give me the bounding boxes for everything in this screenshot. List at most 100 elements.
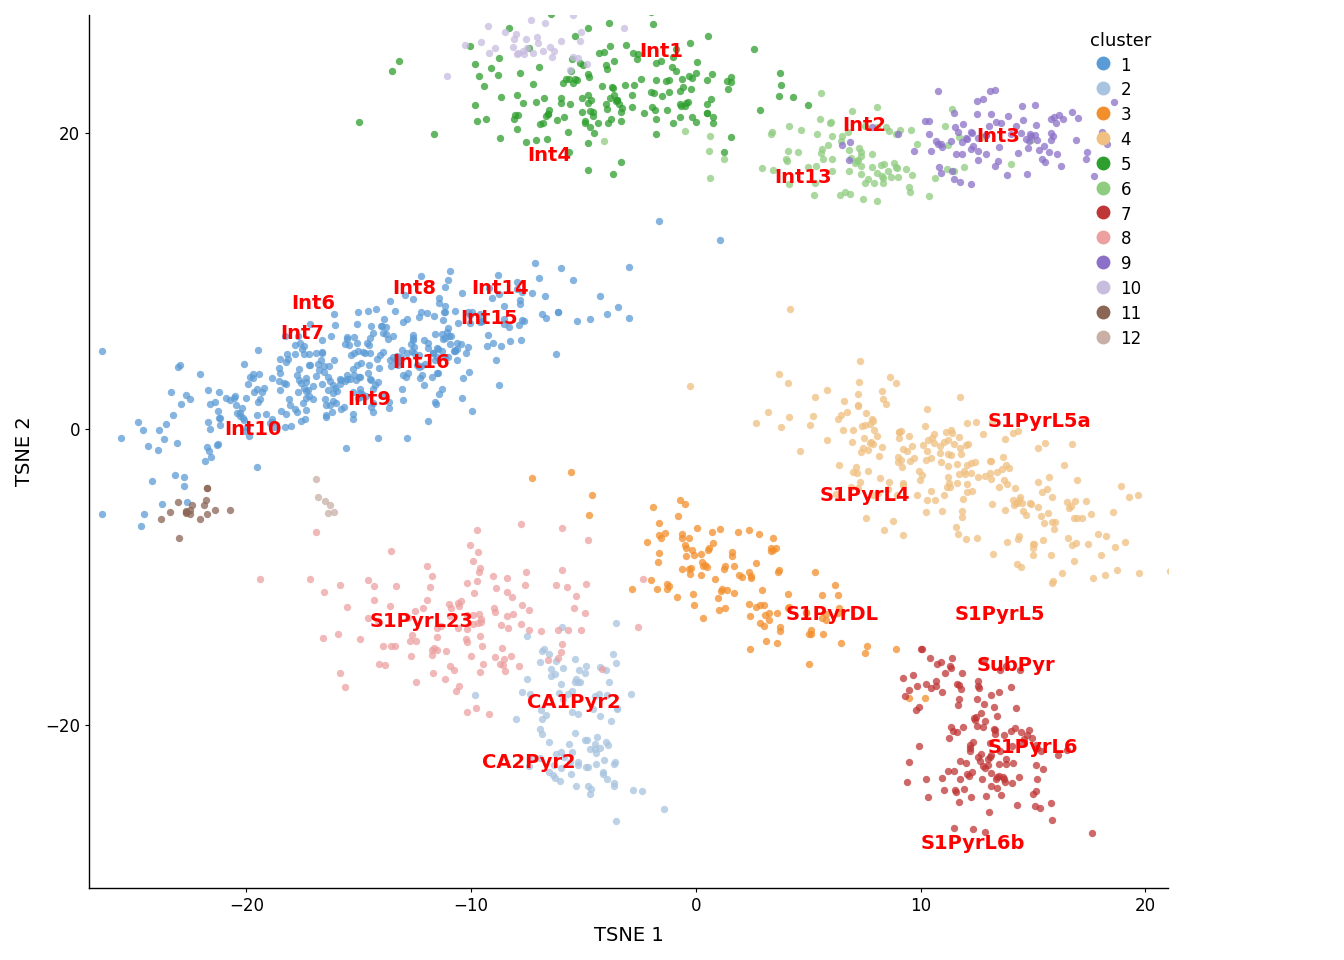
Point xyxy=(809,111,831,127)
Point xyxy=(966,107,988,122)
Point xyxy=(1016,132,1038,147)
Point xyxy=(683,597,704,612)
Point xyxy=(1003,425,1024,441)
Point xyxy=(921,430,942,445)
Point xyxy=(423,346,445,361)
Point xyxy=(336,599,358,614)
Point xyxy=(578,162,599,178)
Point xyxy=(1008,492,1030,508)
Point xyxy=(349,632,371,647)
Point xyxy=(1000,679,1021,694)
Point xyxy=(504,108,526,123)
Point xyxy=(745,556,766,571)
Point xyxy=(985,465,1007,480)
Point xyxy=(989,662,1011,678)
Point xyxy=(943,821,965,836)
Point xyxy=(937,480,958,495)
Point xyxy=(292,396,313,411)
Point xyxy=(310,352,332,368)
Point xyxy=(298,571,320,587)
Point xyxy=(308,489,329,504)
Point xyxy=(335,680,356,695)
Text: Int13: Int13 xyxy=(774,168,832,187)
Point xyxy=(832,129,853,144)
Point xyxy=(460,316,481,331)
Point xyxy=(379,400,401,416)
Point xyxy=(814,612,836,628)
Point xyxy=(961,141,982,156)
Point xyxy=(618,311,640,326)
Point xyxy=(852,191,874,206)
Point xyxy=(976,788,997,804)
Point xyxy=(775,154,797,169)
Point xyxy=(931,503,953,518)
Point xyxy=(430,618,452,634)
Point xyxy=(902,168,923,183)
Point xyxy=(839,143,860,158)
Point xyxy=(681,542,703,558)
Point xyxy=(446,352,468,368)
Point xyxy=(669,84,691,99)
Point xyxy=(677,68,699,84)
Point xyxy=(943,106,965,121)
Point xyxy=(562,705,583,720)
Point xyxy=(133,507,155,522)
Point xyxy=(409,347,430,362)
Point xyxy=(566,72,587,87)
Point xyxy=(943,120,965,135)
Text: S1PyrL6b: S1PyrL6b xyxy=(921,834,1025,853)
Point xyxy=(856,510,878,525)
Point xyxy=(488,286,509,301)
Point xyxy=(472,638,493,654)
Point xyxy=(972,426,993,442)
Point xyxy=(677,531,699,546)
Point xyxy=(577,135,598,151)
Point xyxy=(1012,495,1034,511)
Point xyxy=(909,464,930,479)
Point xyxy=(370,318,391,333)
Point xyxy=(656,103,677,118)
Point xyxy=(160,504,181,519)
Point xyxy=(1019,127,1040,142)
Point xyxy=(1012,503,1034,518)
Point xyxy=(445,344,466,359)
Point xyxy=(915,452,937,468)
Point xyxy=(462,553,484,568)
Point xyxy=(1040,132,1062,148)
Point xyxy=(985,771,1007,786)
Point xyxy=(564,28,586,43)
Point xyxy=(497,320,519,335)
Point xyxy=(739,641,761,657)
Point xyxy=(429,291,450,306)
Point xyxy=(618,259,640,275)
Point xyxy=(544,747,566,762)
Point xyxy=(329,372,351,387)
Point xyxy=(968,681,989,696)
Point xyxy=(168,530,190,545)
Point xyxy=(1011,99,1032,114)
Point xyxy=(851,419,872,434)
Point xyxy=(978,119,1000,134)
Point xyxy=(671,98,692,113)
Point xyxy=(539,734,560,750)
Point xyxy=(309,362,331,377)
Point xyxy=(878,474,899,490)
Point xyxy=(505,87,527,103)
Point xyxy=(527,35,548,50)
Point xyxy=(577,759,598,775)
Point xyxy=(470,35,492,50)
Point xyxy=(492,657,513,672)
Point xyxy=(300,316,321,331)
Point xyxy=(345,336,367,351)
Point xyxy=(434,304,456,320)
Point xyxy=(396,312,418,327)
Point xyxy=(926,674,948,689)
Point xyxy=(391,343,413,358)
Point xyxy=(277,351,298,367)
Point xyxy=(491,640,512,656)
Point xyxy=(324,352,345,368)
Point xyxy=(558,72,579,87)
Point xyxy=(426,340,448,355)
Point xyxy=(263,420,285,435)
Point xyxy=(968,679,989,694)
